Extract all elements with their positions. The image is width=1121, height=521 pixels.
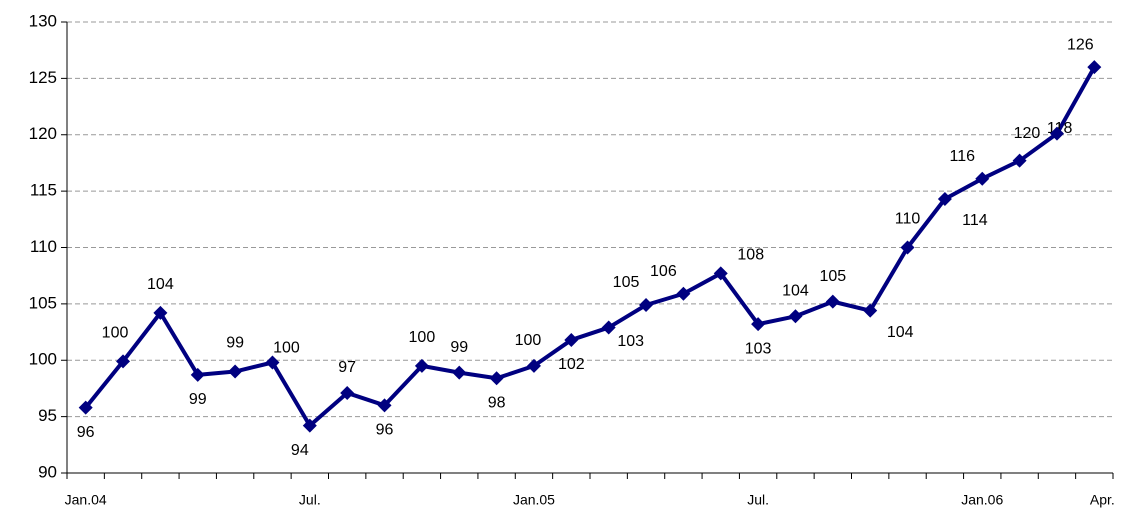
- x-tick-label: Jan.05: [513, 492, 555, 508]
- data-label: 100: [273, 340, 300, 357]
- y-tick-label: 130: [29, 11, 57, 30]
- marker: [937, 192, 952, 207]
- marker: [564, 332, 579, 347]
- marker: [639, 298, 654, 313]
- data-label: 103: [617, 333, 644, 350]
- data-label: 105: [819, 268, 846, 285]
- marker: [228, 364, 243, 379]
- marker: [676, 286, 691, 301]
- data-label: 110: [895, 211, 921, 228]
- data-label: 106: [650, 263, 677, 280]
- marker: [489, 371, 504, 386]
- marker: [116, 354, 131, 369]
- data-label: 126: [1067, 36, 1094, 53]
- marker: [601, 320, 616, 335]
- marker: [153, 305, 168, 320]
- line: [84, 66, 1097, 428]
- data-label: 94: [291, 442, 309, 459]
- y-tick-label: 90: [38, 462, 57, 481]
- marker: [526, 358, 541, 373]
- data-label: 104: [782, 282, 809, 299]
- data-label: 103: [745, 340, 772, 357]
- y-tick-label: 120: [29, 124, 57, 143]
- data-label: 98: [488, 395, 506, 412]
- data-label: 99: [226, 335, 244, 352]
- marker: [975, 171, 990, 186]
- data-label: 114: [962, 212, 988, 229]
- y-tick-label: 115: [30, 181, 57, 200]
- x-tick-label: Apr.: [1090, 492, 1115, 508]
- data-label: 100: [409, 329, 436, 346]
- marker: [825, 294, 840, 309]
- data-label: 99: [450, 339, 468, 356]
- marker: [414, 358, 429, 373]
- data-label: 96: [376, 422, 394, 439]
- data-label: 100: [515, 332, 542, 349]
- marker: [377, 398, 392, 413]
- x-tick-label: Jan.06: [961, 492, 1003, 508]
- marker: [863, 303, 878, 318]
- marker: [452, 365, 467, 380]
- y-tick-label: 105: [29, 293, 57, 312]
- data-label: 105: [613, 274, 640, 291]
- marker: [265, 355, 280, 370]
- marker: [713, 266, 728, 281]
- marker: [900, 240, 915, 255]
- data-label: 104: [147, 276, 174, 293]
- y-tick-label: 110: [30, 237, 57, 256]
- marker: [1049, 126, 1064, 141]
- marker: [78, 400, 93, 415]
- y-tick-label: 100: [29, 350, 57, 369]
- marker: [302, 418, 317, 433]
- data-label: 100: [102, 325, 129, 342]
- data-label: 104: [887, 324, 914, 341]
- data-label: 99: [189, 391, 207, 408]
- data-label: 116: [949, 148, 975, 165]
- marker: [788, 309, 803, 324]
- y-tick-label: 95: [38, 406, 57, 425]
- data-label: 96: [77, 424, 95, 441]
- y-tick-label: 125: [29, 68, 57, 87]
- data-label: 108: [737, 247, 764, 264]
- x-tick-label: Jan.04: [65, 492, 107, 508]
- x-tick-label: Jul.: [299, 492, 321, 508]
- x-tick-label: Jul.: [747, 492, 769, 508]
- data-label: 102: [558, 356, 585, 373]
- data-label: 120: [1014, 125, 1041, 142]
- marker: [340, 385, 355, 400]
- data-label: 97: [338, 359, 356, 376]
- marker: [190, 367, 205, 382]
- marker: [751, 317, 766, 332]
- marker: [1012, 153, 1027, 168]
- marker: [1087, 60, 1102, 75]
